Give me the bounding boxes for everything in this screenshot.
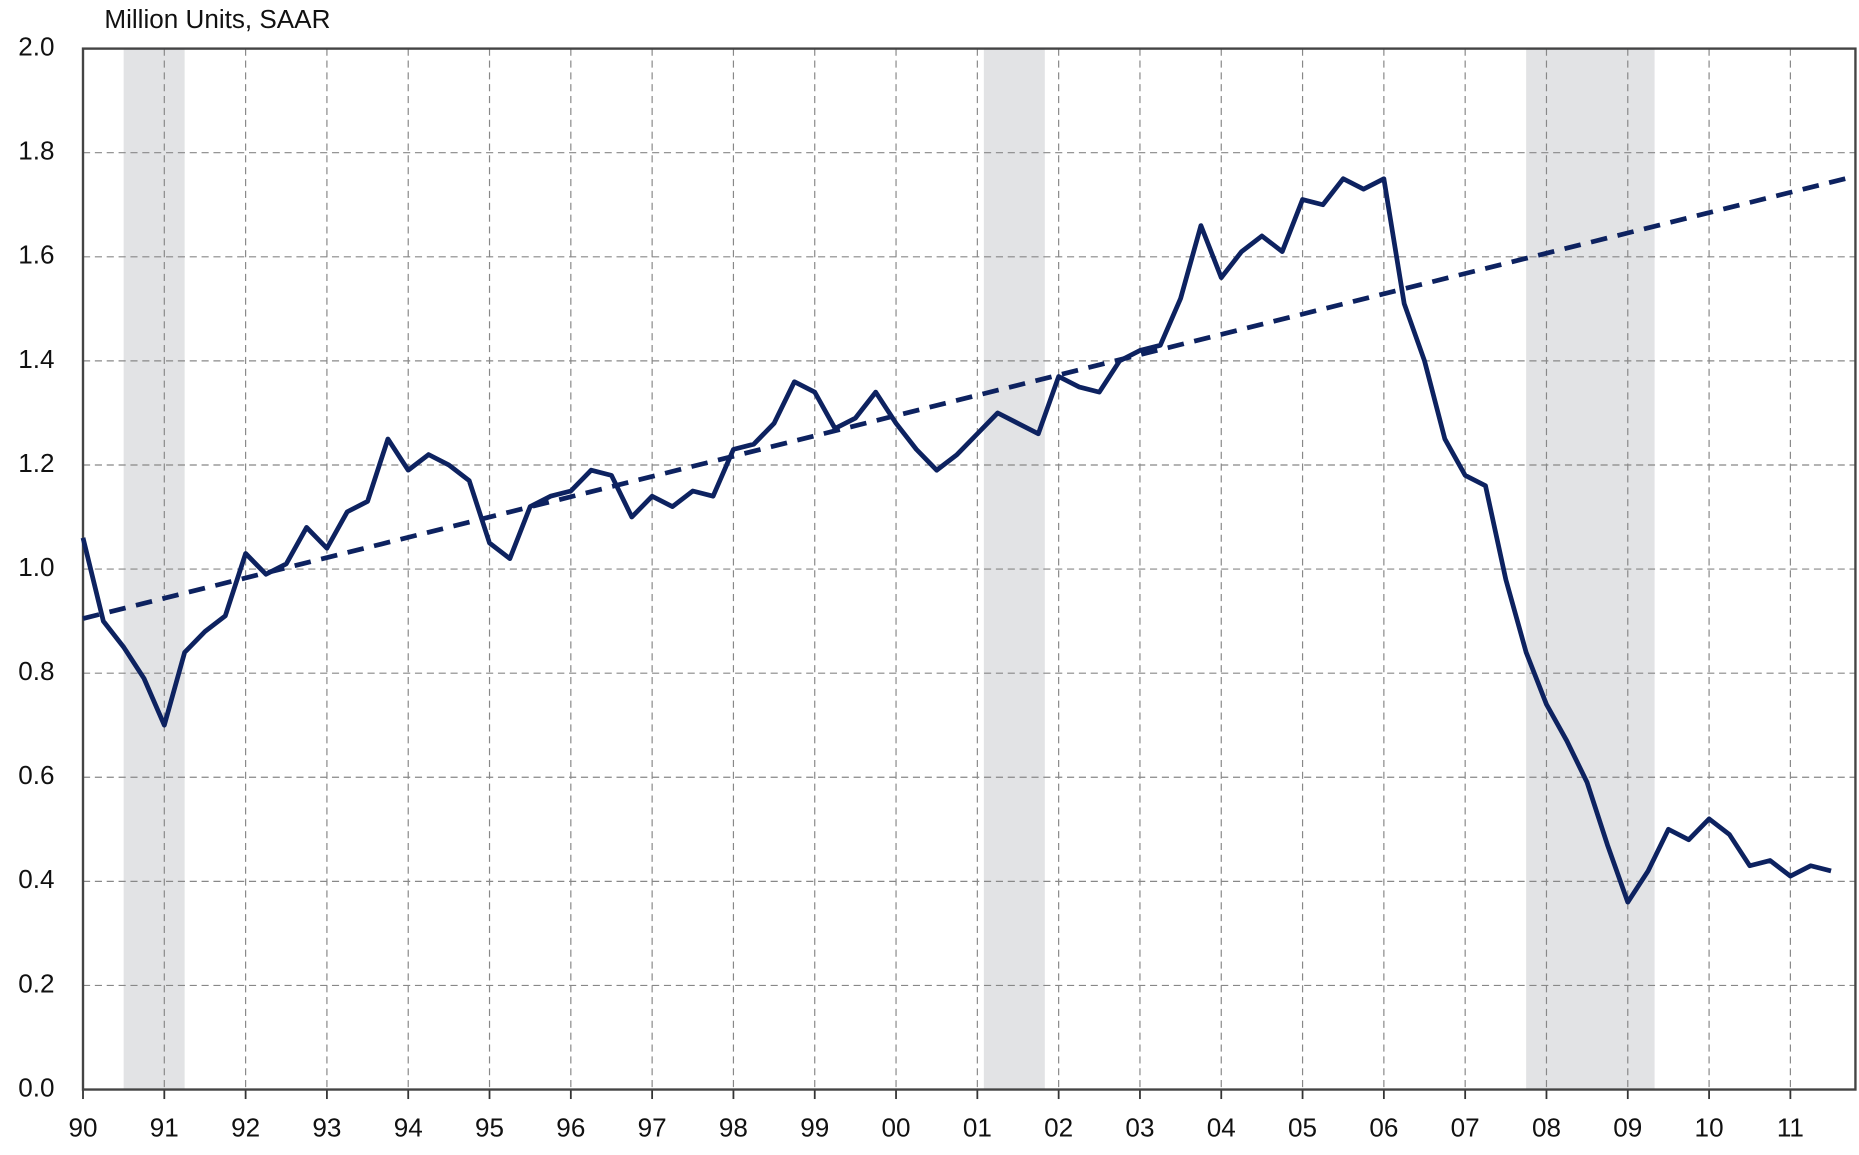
y-tick-label: 0.4	[18, 864, 54, 894]
x-tick-label: 11	[1777, 1113, 1804, 1143]
x-tick-label: 94	[394, 1113, 423, 1143]
y-tick-label: 2.0	[18, 31, 54, 61]
x-tick-label: 95	[475, 1113, 504, 1143]
x-tick-label: 08	[1532, 1113, 1561, 1143]
y-tick-label: 1.6	[18, 240, 54, 270]
x-tick-label: 02	[1044, 1113, 1073, 1143]
x-tick-label: 03	[1125, 1113, 1154, 1143]
x-tick-label: 04	[1207, 1113, 1236, 1143]
x-tick-label: 01	[963, 1113, 992, 1143]
x-tick-label: 96	[556, 1113, 585, 1143]
x-tick-label: 10	[1695, 1113, 1724, 1143]
x-tick-label: 98	[719, 1113, 748, 1143]
y-tick-label: 1.8	[18, 136, 54, 166]
x-tick-label: 97	[638, 1113, 667, 1143]
y-tick-label: 0.2	[18, 968, 54, 998]
trend-line	[82, 173, 1857, 621]
y-tick-label: 0.8	[18, 656, 54, 686]
x-tick-label: 05	[1288, 1113, 1317, 1143]
y-tick-label: 1.2	[18, 448, 54, 478]
x-tick-label: 92	[231, 1113, 260, 1143]
plot-border	[81, 47, 1857, 1091]
y-tick-label: 1.4	[18, 344, 54, 374]
x-tick-label: 07	[1451, 1113, 1480, 1143]
x-tick-label: 00	[882, 1113, 911, 1143]
x-tick-label: 93	[312, 1113, 341, 1143]
x-tick-label: 09	[1613, 1113, 1642, 1143]
x-tick-label: 91	[150, 1113, 179, 1143]
y-tick-label: 1.0	[18, 552, 54, 582]
x-tick-label: 90	[68, 1113, 97, 1143]
x-tick-label: 99	[800, 1113, 829, 1143]
chart-subtitle: Million Units, SAAR	[104, 4, 330, 34]
data-line	[80, 176, 1832, 905]
y-tick-label: 0.6	[18, 760, 54, 790]
y-tick-label: 0.0	[18, 1072, 54, 1102]
x-tick-label: 06	[1369, 1113, 1398, 1143]
